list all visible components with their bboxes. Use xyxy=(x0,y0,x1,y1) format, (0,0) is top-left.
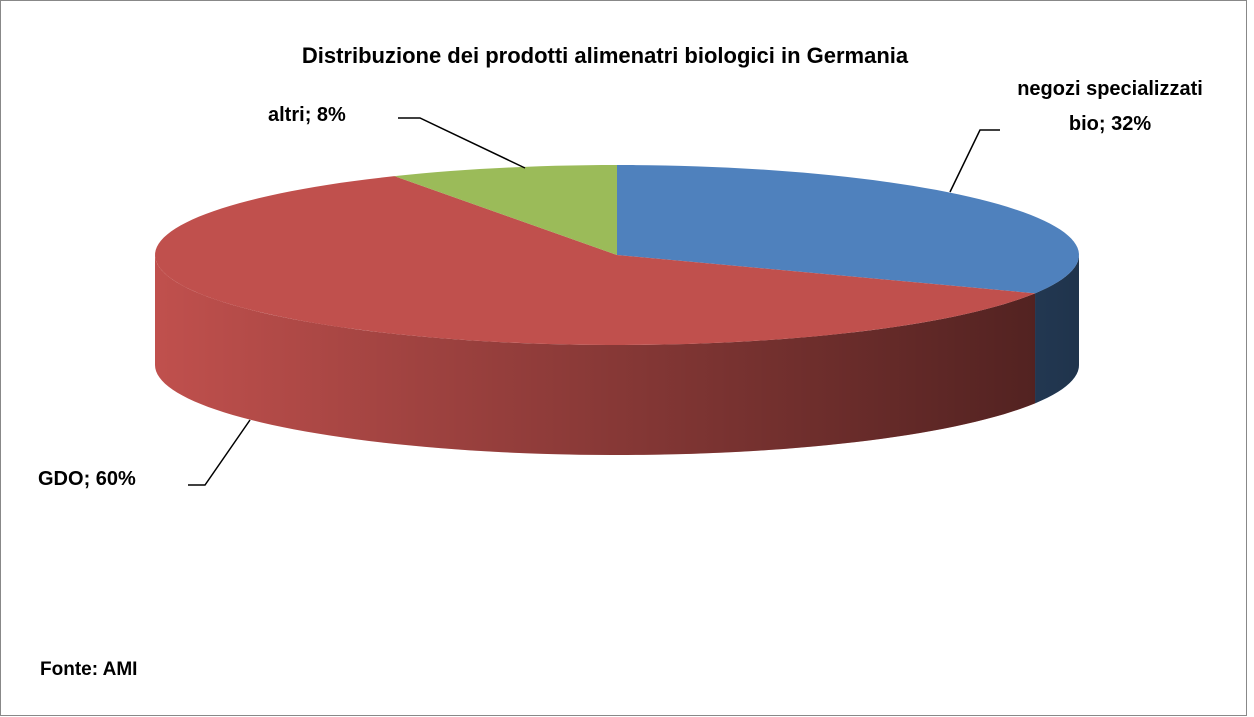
separator: ; xyxy=(83,468,91,490)
leader-line xyxy=(949,129,1000,193)
separator: ; xyxy=(1098,113,1106,135)
data-label: GDO; 60% xyxy=(38,462,198,497)
value-label: 32% xyxy=(1111,113,1152,135)
leader-line xyxy=(398,117,526,169)
side-shade xyxy=(155,255,1036,455)
category: GDO xyxy=(38,468,84,490)
pie-slice xyxy=(617,165,1079,294)
chart-title: Distribuzione dei prodotti alimenatri bi… xyxy=(302,43,909,68)
category: negozi specializzati bio xyxy=(1017,78,1203,135)
pie xyxy=(155,165,1079,455)
pie-slice xyxy=(155,176,1036,345)
data-label: altri; 8% xyxy=(268,98,408,133)
side-shade xyxy=(1035,255,1079,404)
value-label: 8% xyxy=(316,104,346,126)
category: altri xyxy=(268,104,305,126)
data-label: negozi specializzati bio; 32% xyxy=(1010,72,1210,142)
source-note: Fonte: AMI xyxy=(40,659,137,680)
pie-slice xyxy=(394,165,617,255)
value-label: 60% xyxy=(95,468,136,490)
leader-line xyxy=(188,419,251,486)
separator: ; xyxy=(304,104,312,126)
